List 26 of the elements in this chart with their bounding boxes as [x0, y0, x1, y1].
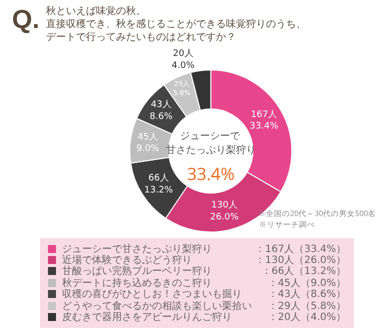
legend-label: どうやって食べるかの相談も楽しい栗拾い	[62, 300, 253, 312]
data-label: 167人 33.4%	[250, 108, 279, 132]
text: ：20人（4.0%）	[268, 311, 346, 324]
legend-label: 収穫の喜びがひとしお！さつまいも掘り	[62, 288, 243, 300]
legend-label: ジューシーで甘さたっぷり梨狩り	[62, 242, 213, 255]
text: ：29人（5.8%）	[268, 300, 346, 312]
text: ジューシーで	[180, 128, 241, 142]
chart-title: Q.	[12, 4, 40, 35]
text: 直接収穫でき、秋を感じることができる味覚狩りのうち、デートで行ってみたいものはどれですか？	[46, 18, 307, 44]
legend-label: 近場で体験できるぶどう狩り	[62, 254, 192, 266]
text: ：45人（9.0%）	[268, 276, 346, 289]
legend-label: 秋デートに持ち込めるきのこ狩り	[62, 276, 213, 289]
legend-label: 皮むきで器用さをアピールりんご狩り	[62, 311, 233, 324]
text: 甘さたっぷり梨狩り	[166, 142, 256, 156]
text: ：43人（8.6%）	[268, 288, 346, 301]
text: ：167人（33.4%）	[255, 242, 346, 255]
legend-label: 甘酸っぱい完熟ブルーベリー狩り	[62, 265, 213, 278]
text: 33.4%	[187, 162, 235, 185]
data-label: 20人 4.0%	[172, 48, 195, 71]
data-label: 130人 26.0%	[210, 200, 240, 222]
data-label: 66人 13.2%	[144, 172, 174, 196]
text: ：66人（13.2%）	[262, 265, 346, 278]
data-label: 43人 8.6%	[150, 99, 173, 122]
data-label: 45人 9.0%	[136, 131, 160, 154]
text: ：130人（26.0%）	[255, 254, 346, 266]
chart-subtitle: 秋といえば味覚の秋。	[46, 5, 147, 18]
